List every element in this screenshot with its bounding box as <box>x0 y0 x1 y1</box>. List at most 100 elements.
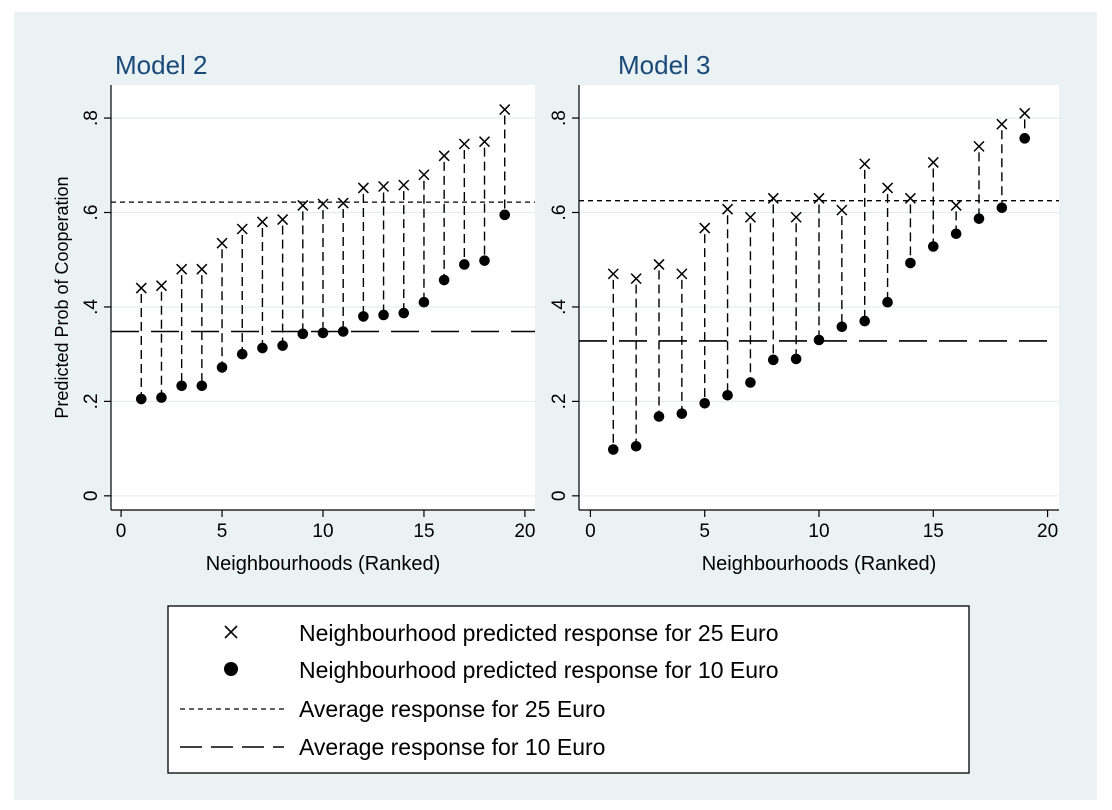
x-marker-stroke <box>277 214 289 226</box>
point-25-euro <box>297 199 309 211</box>
y-tick-label: .8 <box>81 110 102 126</box>
x-marker-stroke <box>317 198 329 210</box>
x-marker-stroke <box>813 192 825 204</box>
panel-title: Model 3 <box>618 50 711 80</box>
x-axis-title: Neighbourhoods (Ranked) <box>702 553 937 575</box>
point-25-euro <box>357 182 369 194</box>
chart-canvas: 0 .2 .4 .6 .8 0 5 10 15 20 Neighbourhoods (Ranked)… <box>52 50 1059 774</box>
point-25-euro <box>135 282 147 294</box>
panel-2: 0 .2 .4 .6 .8 0 5 10 15 20 Neighbourhoods (Ranked)… <box>549 50 1059 575</box>
point-10-euro <box>317 327 329 339</box>
point-25-euro <box>499 104 511 116</box>
plot-area <box>579 85 1059 510</box>
x-marker-stroke <box>836 204 848 216</box>
point-10-euro <box>378 309 389 321</box>
point-25-euro <box>337 197 349 209</box>
point-25-euro <box>790 211 802 223</box>
x-marker-stroke <box>927 156 939 168</box>
x-marker-stroke <box>135 282 147 294</box>
y-tick-label: .8 <box>549 110 570 126</box>
point-10-euro <box>135 393 147 405</box>
x-marker-stroke <box>790 211 802 223</box>
point-10-euro <box>950 228 962 240</box>
legend-box <box>167 605 970 774</box>
x-marker-stroke <box>653 258 665 270</box>
x-marker-stroke <box>478 136 491 148</box>
point-25-euro <box>155 280 168 292</box>
point-10-euro <box>745 377 756 388</box>
x-marker-stroke <box>256 216 268 228</box>
point-10-euro <box>499 209 511 221</box>
y-tick-label: 0 <box>549 491 570 502</box>
point-10-euro <box>767 354 779 366</box>
x-tick-label: 10 <box>808 521 829 542</box>
x-tick-label: 15 <box>413 521 434 542</box>
x-tick-label: 20 <box>1037 521 1058 542</box>
x-marker-stroke <box>904 192 916 204</box>
point-25-euro <box>882 182 894 194</box>
point-25-euro <box>196 263 208 275</box>
x-marker-stroke <box>438 150 450 162</box>
point-25-euro <box>378 180 390 193</box>
point-25-euro <box>630 273 642 285</box>
x-marker-stroke <box>378 180 390 193</box>
point-25-euro <box>699 222 711 234</box>
x-marker-stroke <box>216 237 228 249</box>
point-25-euro <box>973 140 985 152</box>
legend-label-avg-25: Average response for 25 Euro <box>299 696 605 722</box>
x-tick-label: 20 <box>514 521 535 542</box>
point-25-euro <box>950 199 962 211</box>
x-marker-stroke <box>767 192 779 204</box>
y-tick-label: .4 <box>81 299 102 315</box>
point-10-euro <box>398 307 410 319</box>
point-25-euro <box>438 150 450 162</box>
figure: 0 .2 .4 .6 .8 0 5 10 15 20 Neighbourhoods (Ranked)… <box>14 12 1097 800</box>
legend-label-avg-10: Average response for 10 Euro <box>299 734 605 760</box>
x-marker-stroke <box>297 199 309 211</box>
x-tick-label: 5 <box>699 521 710 542</box>
point-25-euro <box>744 211 756 223</box>
point-10-euro <box>699 397 711 409</box>
legend-symbol-dot <box>224 662 238 676</box>
point-10-euro <box>297 328 309 340</box>
point-25-euro <box>317 198 329 210</box>
point-10-euro <box>927 241 939 252</box>
point-10-euro <box>459 259 470 270</box>
x-marker-stroke <box>722 203 734 215</box>
point-25-euro <box>1019 107 1031 119</box>
point-10-euro <box>996 202 1008 214</box>
point-25-euro <box>927 156 939 168</box>
point-10-euro <box>176 380 187 392</box>
point-25-euro <box>859 158 871 170</box>
x-axis-title: Neighbourhoods (Ranked) <box>206 553 441 575</box>
point-25-euro <box>722 203 734 215</box>
point-25-euro <box>607 268 619 280</box>
point-10-euro <box>722 389 733 401</box>
x-tick-label: 0 <box>116 521 127 542</box>
legend-symbol-x <box>224 625 238 639</box>
point-10-euro <box>196 380 208 392</box>
panel-1: 0 .2 .4 .6 .8 0 5 10 15 20 Neighbourhoods (Ranked)… <box>52 50 535 575</box>
point-25-euro <box>398 179 410 191</box>
point-10-euro <box>905 257 916 269</box>
y-axis-title: Predicted Prob of Cooperation <box>52 176 72 418</box>
point-25-euro <box>767 192 779 204</box>
point-10-euro <box>790 353 802 365</box>
x-marker-stroke <box>357 182 369 194</box>
x-marker-stroke <box>607 268 619 280</box>
legend: Neighbourhood predicted response for 25 … <box>167 605 970 774</box>
x-tick-label: 10 <box>312 521 333 542</box>
y-tick-label: .2 <box>549 393 570 409</box>
x-marker-stroke <box>973 140 985 152</box>
x-marker-stroke <box>155 280 168 292</box>
x-marker-stroke <box>398 179 410 191</box>
point-10-euro <box>358 311 369 322</box>
point-25-euro <box>216 237 228 249</box>
y-tick-label: .6 <box>549 205 570 221</box>
point-10-euro <box>438 274 450 286</box>
x-marker-stroke <box>676 268 688 280</box>
point-10-euro <box>418 296 430 308</box>
x-marker-stroke <box>859 158 871 170</box>
point-25-euro <box>836 204 848 216</box>
y-tick-label: .6 <box>81 205 102 221</box>
